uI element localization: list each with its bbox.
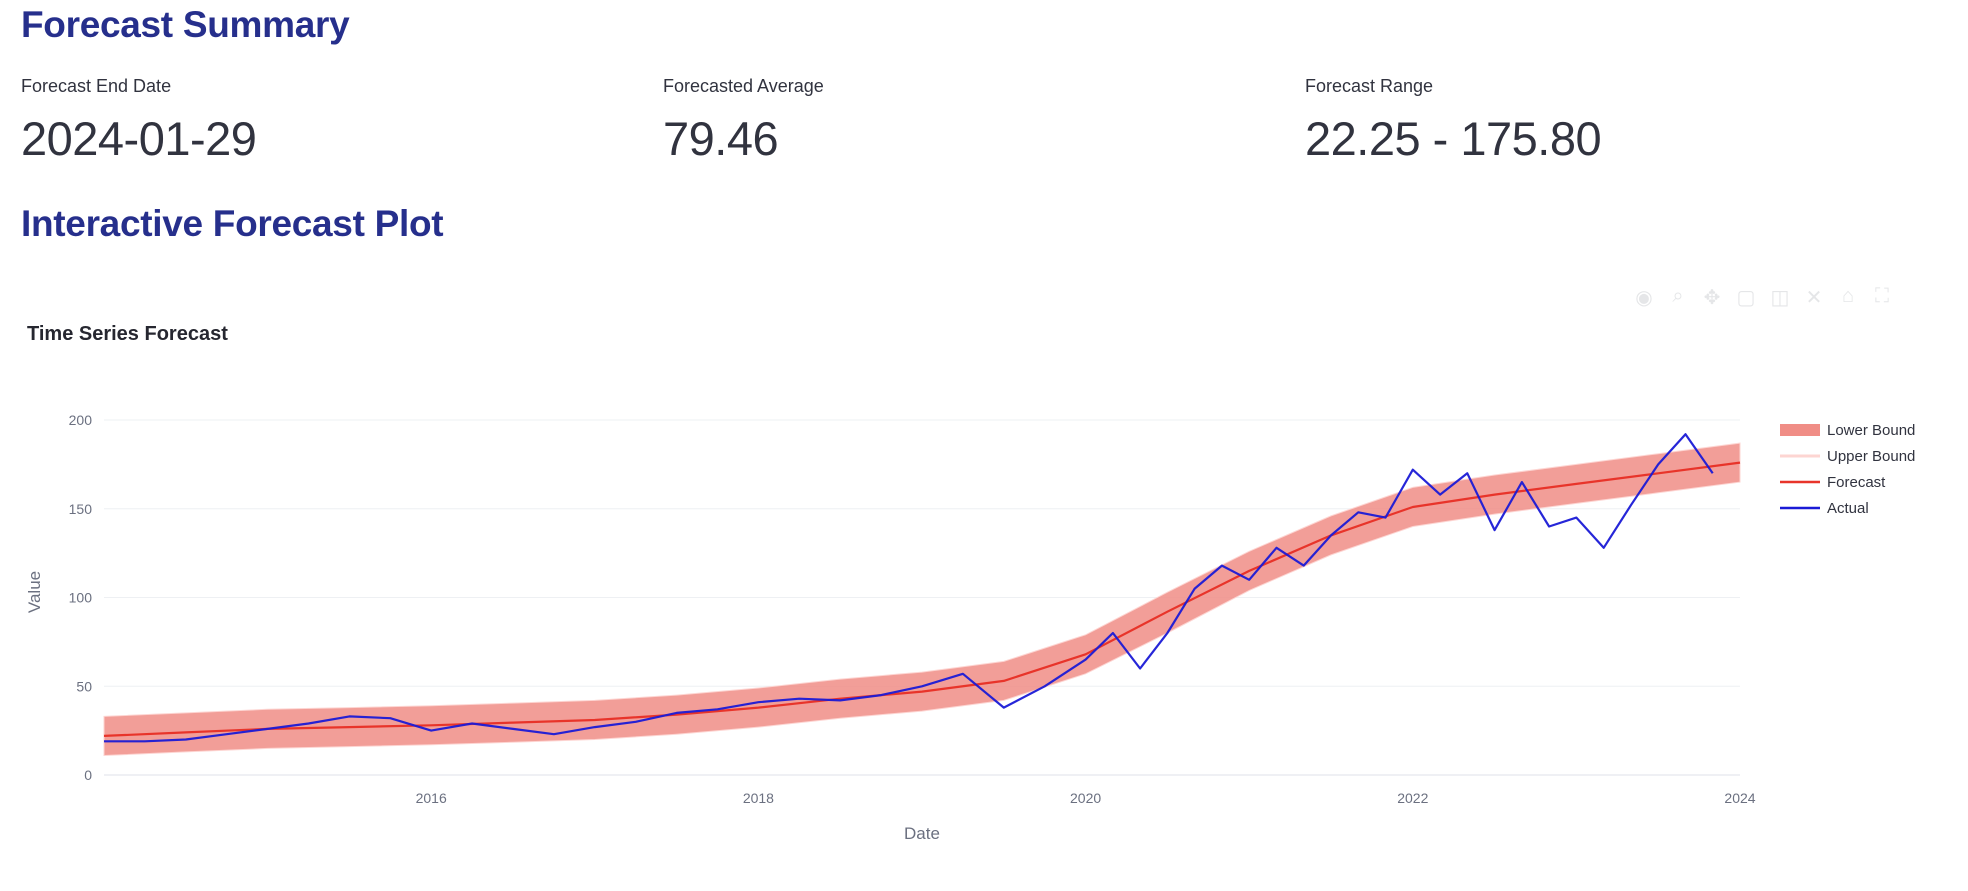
x-tick-label: 2018 [743,790,774,806]
zoom-icon[interactable]: ⌕ [1672,285,1684,307]
summary-title: Forecast Summary [21,4,350,45]
y-tick-label: 200 [69,412,93,428]
metric-value: 22.25 - 175.80 [1305,112,1602,165]
chart-modebar: ◉ ⌕ ✥ ▢ ◫ ✕ ⌂ ⛶ [1632,285,1894,310]
metric-value: 2024-01-29 [21,112,257,165]
y-tick-label: 0 [84,767,92,783]
box-select-icon[interactable]: ▢ [1736,287,1756,309]
zoom-in-icon[interactable]: ✕ [1805,287,1823,309]
x-tick-label: 2016 [416,790,447,806]
x-tick-label: 2024 [1724,790,1755,806]
metric-label: Forecast End Date [21,76,172,96]
chart-title: Time Series Forecast [27,323,228,345]
autoscale-icon[interactable]: ⛶ [1875,285,1889,307]
x-axis-title: Date [904,824,940,843]
band-area [103,442,1741,757]
pan-icon[interactable]: ✥ [1703,287,1721,309]
camera-icon[interactable]: ◉ [1635,287,1653,309]
metric-label: Forecast Range [1305,76,1434,96]
legend-label[interactable]: Lower Bound [1827,422,1915,439]
zoom-out-icon[interactable]: ⌂ [1841,285,1855,307]
forecast-chart[interactable]: Time Series Forecast 2016 2018 2020 2022 202… [0,300,1968,860]
legend-label[interactable]: Actual [1827,500,1869,517]
metric-forecasted-average: Forecasted Average 79.46 [663,76,1263,166]
y-tick-label: 150 [69,501,93,517]
metric-value: 79.46 [663,112,779,165]
actual-line [104,433,1714,743]
x-axis-ticks: 2016 2018 2020 2022 2024 [416,790,1756,806]
lasso-icon[interactable]: ◫ [1770,287,1790,309]
legend: Lower Bound Upper Bound Forecast Actual [1780,422,1915,517]
metric-forecast-end-date: Forecast End Date 2024-01-29 [21,76,621,166]
series-lines [103,433,1741,743]
legend-label[interactable]: Forecast [1827,474,1886,491]
y-axis-title: Value [25,571,44,613]
confidence-band [103,442,1741,757]
legend-label[interactable]: Upper Bound [1827,448,1915,465]
plot-section-title: Interactive Forecast Plot [21,203,444,244]
x-tick-label: 2020 [1070,790,1101,806]
forecast-line [103,461,1741,737]
legend-swatch [1780,424,1820,436]
metric-forecast-range: Forecast Range 22.25 - 175.80 [1305,76,1905,166]
metric-label: Forecasted Average [663,76,824,96]
x-tick-label: 2022 [1397,790,1428,806]
y-tick-label: 50 [76,678,92,694]
y-tick-label: 100 [69,590,93,606]
y-axis-ticks: 0 50 100 150 200 [69,412,93,783]
